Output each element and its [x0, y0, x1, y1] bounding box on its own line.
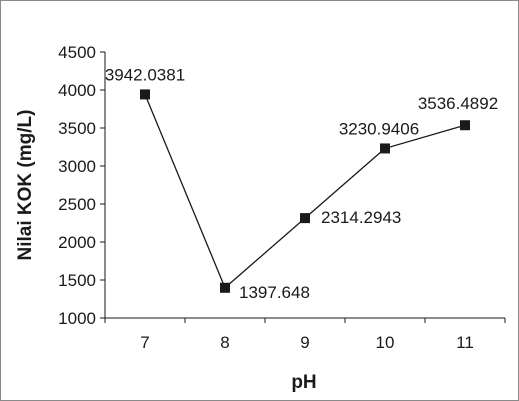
- y-tick-label: 4500: [58, 43, 96, 62]
- x-tick-label: 9: [300, 333, 309, 352]
- y-tick-label: 4000: [58, 81, 96, 100]
- y-tick-label: 2500: [58, 195, 96, 214]
- y-tick-label: 1500: [58, 271, 96, 290]
- data-label: 1397.648: [239, 283, 310, 302]
- y-tick-label: 3500: [58, 119, 96, 138]
- data-point-marker: [380, 143, 390, 154]
- data-label: 3942.0381: [105, 65, 185, 84]
- x-tick-label: 8: [220, 333, 229, 352]
- data-label: 3536.4892: [418, 94, 498, 113]
- data-point-marker: [300, 213, 310, 224]
- y-tick-label: 1000: [58, 309, 96, 328]
- y-axis-title: Nilai KOK (mg/L): [15, 110, 36, 261]
- x-tick-label: 10: [376, 333, 395, 352]
- y-axis-ticks: 1000 1500 2000 2500 3000 3500 4000 4500: [58, 43, 105, 328]
- data-point-marker: [140, 89, 150, 100]
- x-axis-ticks: 7 8 9 10 11: [104, 318, 506, 352]
- data-labels: 3942.0381 1397.648 2314.2943 3230.9406 3536.…: [105, 65, 498, 301]
- y-tick-label: 3000: [58, 157, 96, 176]
- data-label: 3230.9406: [339, 119, 419, 138]
- x-tick-label: 11: [456, 333, 474, 352]
- data-point-marker: [220, 282, 230, 293]
- x-tick-label: 7: [140, 333, 149, 352]
- data-series: [140, 89, 470, 293]
- axes: [104, 52, 505, 319]
- x-axis-title: pH: [291, 372, 316, 393]
- data-point-marker: [460, 120, 470, 131]
- data-label: 2314.2943: [321, 208, 401, 227]
- y-tick-label: 2000: [58, 233, 96, 252]
